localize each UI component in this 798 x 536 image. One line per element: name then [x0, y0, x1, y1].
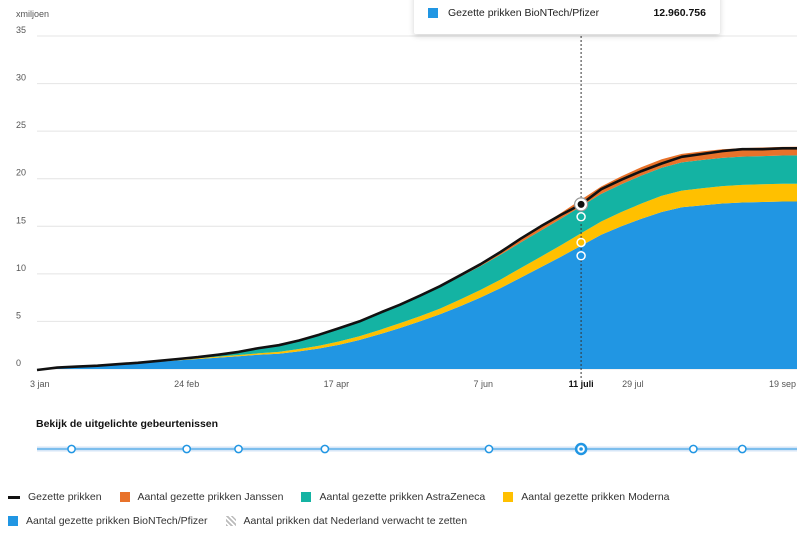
x-tick-label: 7 jun — [473, 379, 493, 389]
area-series — [37, 183, 797, 369]
legend-item-moderna[interactable]: Aantal gezette prikken Moderna — [503, 491, 670, 503]
y-tick-label: 20 — [16, 168, 26, 178]
hover-marker — [576, 237, 586, 248]
x-tick-label: 17 apr — [324, 379, 350, 389]
legend-label: Aantal prikken dat Nederland verwacht te… — [243, 515, 468, 527]
legend-line-icon — [8, 495, 20, 499]
legend-item-astrazeneca[interactable]: Aantal gezette prikken AstraZeneca — [301, 491, 485, 503]
legend-swatch-astrazeneca — [301, 492, 312, 502]
x-tick-label: 24 feb — [174, 379, 199, 389]
y-tick-label: 5 — [16, 310, 21, 320]
legend-item-verwacht[interactable]: Aantal prikken dat Nederland verwacht te… — [225, 515, 468, 527]
y-tick-label: 15 — [16, 215, 26, 225]
event-marker-dot — [579, 447, 583, 451]
x-tick-label: 29 jul — [622, 379, 644, 389]
event-marker[interactable] — [182, 444, 192, 454]
legend: Gezette prikken Aantal gezette prikken J… — [8, 488, 798, 536]
legend-item-pfizer[interactable]: Aantal gezette prikken BioNTech/Pfizer — [8, 515, 208, 527]
legend-row-1: Gezette prikken Aantal gezette prikken J… — [8, 488, 798, 506]
legend-item-janssen[interactable]: Aantal gezette prikken Janssen — [119, 491, 284, 503]
x-tick-label: 11 juli — [569, 379, 594, 389]
event-marker[interactable] — [484, 444, 494, 454]
y-tick-label: 30 — [16, 73, 26, 83]
event-marker[interactable] — [234, 444, 243, 454]
legend-item-gezette-prikken[interactable]: Gezette prikken — [8, 491, 102, 503]
legend-swatch-pfizer — [8, 516, 18, 526]
legend-label: Gezette prikken — [28, 491, 102, 503]
area-series — [37, 201, 797, 369]
legend-label: Aantal gezette prikken AstraZeneca — [319, 491, 486, 503]
line-series — [36, 147, 797, 372]
legend-label: Aantal gezette prikken BioNTech/Pfizer — [26, 515, 208, 527]
y-unit-label: xmiljoen — [16, 9, 49, 19]
hover-marker — [576, 212, 586, 222]
tooltip-label: Gezette prikken BioNTech/Pfizer — [448, 7, 600, 19]
area-series — [37, 155, 797, 369]
tooltip-value: 12.960.756 — [653, 7, 706, 19]
hover-marker — [576, 251, 586, 261]
hover-tooltip: Gezette prikken BioNTech/Pfizer 12.960.7… — [414, 0, 720, 34]
x-tick-label: 19 sep — [769, 379, 796, 389]
vaccination-chart: 0 5 10 15 20 25 30 35 xmiljoen 3 jan 24 feb 17 apr 7… — [16, 9, 797, 456]
tooltip-swatch — [428, 8, 438, 18]
legend-row-2: Aantal gezette prikken BioNTech/Pfizer A… — [8, 512, 798, 530]
event-marker[interactable] — [320, 444, 330, 454]
x-tick-label: 3 jan — [30, 379, 50, 389]
legend-label: Aantal gezette prikken Moderna — [521, 491, 670, 503]
legend-swatch-moderna — [503, 492, 514, 502]
y-tick-label: 0 — [16, 358, 21, 368]
legend-label: Aantal gezette prikken Janssen — [137, 491, 284, 503]
legend-swatch-janssen — [119, 492, 130, 502]
event-marker[interactable] — [689, 444, 698, 454]
event-marker[interactable] — [67, 444, 76, 454]
y-tick-label: 35 — [16, 25, 26, 35]
event-marker[interactable] — [737, 444, 747, 454]
events-title: Bekijk de uitgelichte gebeurtenissen — [36, 418, 219, 430]
hatch-pattern-icon — [225, 516, 236, 526]
y-tick-label: 10 — [16, 263, 26, 273]
hover-marker — [577, 200, 585, 208]
y-tick-label: 25 — [16, 120, 26, 130]
